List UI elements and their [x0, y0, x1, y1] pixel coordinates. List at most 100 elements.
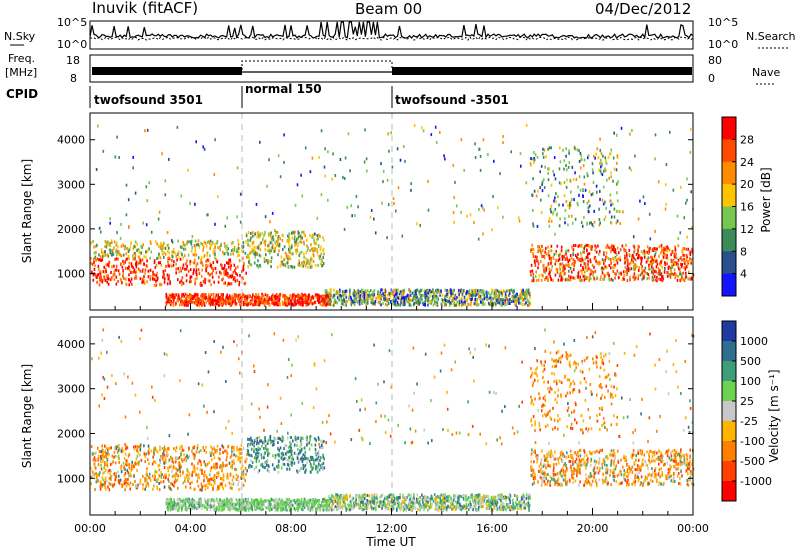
data-cell [566, 483, 568, 487]
data-cell [288, 238, 291, 242]
data-cell [231, 297, 234, 301]
data-cell [249, 295, 251, 298]
data-cell [578, 175, 581, 179]
data-cell [547, 460, 549, 464]
data-cell [263, 303, 266, 307]
data-cell [666, 245, 669, 249]
data-cell [652, 258, 655, 262]
data-cell [423, 508, 425, 512]
data-cell [283, 293, 285, 297]
data-cell [636, 256, 639, 260]
data-cell [297, 235, 300, 239]
data-cell [598, 468, 601, 472]
data-cell [555, 259, 558, 263]
data-cell [116, 445, 119, 449]
data-cell [681, 275, 683, 279]
data-cell [212, 261, 215, 265]
data-cell [531, 279, 533, 283]
data-cell [656, 275, 658, 279]
data-cell [202, 293, 205, 297]
data-cell [138, 255, 141, 259]
data-cell [419, 295, 422, 299]
data-cell [128, 283, 130, 287]
data-cell [213, 299, 216, 303]
data-cell [109, 463, 112, 466]
colorbar-tick-label: 24 [740, 156, 754, 169]
data-cell [686, 235, 688, 239]
data-cell [247, 243, 249, 246]
data-cell [210, 243, 213, 247]
data-cell [241, 464, 244, 468]
data-cell [608, 264, 611, 267]
data-cell [269, 233, 271, 237]
data-cell [350, 204, 352, 208]
data-cell [626, 267, 628, 271]
data-cell [471, 493, 473, 497]
data-cell [656, 262, 659, 266]
data-cell [455, 297, 457, 301]
data-cell [277, 154, 280, 158]
data-cell [689, 257, 691, 261]
data-cell [648, 276, 650, 280]
data-cell [483, 293, 486, 297]
data-cell [430, 290, 433, 294]
data-cell [143, 279, 145, 283]
data-cell [337, 291, 339, 295]
data-cell [666, 255, 668, 259]
data-cell [432, 303, 435, 307]
data-cell [302, 260, 305, 264]
data-cell [276, 302, 278, 306]
data-cell [248, 256, 250, 260]
data-cell [318, 468, 321, 472]
data-cell [540, 250, 542, 254]
data-cell [113, 246, 115, 250]
data-cell [559, 262, 562, 266]
data-cell [313, 241, 316, 245]
data-cell [298, 469, 301, 473]
data-cell [373, 217, 375, 221]
data-cell [244, 281, 247, 285]
data-cell [564, 250, 567, 254]
data-cell [223, 301, 225, 305]
data-cell [534, 451, 536, 455]
data-cell [576, 255, 578, 259]
data-cell [220, 271, 222, 275]
data-cell [393, 294, 396, 298]
data-cell [632, 260, 634, 264]
data-cell [179, 473, 182, 477]
data-cell [189, 260, 192, 263]
data-cell [253, 297, 256, 301]
data-cell [213, 475, 215, 479]
data-cell [157, 261, 160, 265]
data-cell [643, 253, 646, 257]
data-cell [132, 246, 135, 250]
data-cell [602, 154, 604, 158]
data-cell [263, 439, 265, 443]
data-cell [161, 247, 163, 251]
data-cell [666, 262, 668, 266]
data-cell [427, 303, 429, 307]
data-cell [538, 274, 541, 278]
data-cell [679, 256, 682, 260]
data-cell [186, 264, 188, 268]
data-cell [651, 256, 653, 260]
data-cell [252, 303, 254, 307]
data-cell [335, 292, 338, 296]
data-cell [104, 253, 107, 257]
data-cell [269, 241, 272, 245]
data-cell [169, 280, 171, 284]
data-cell [610, 261, 612, 265]
data-cell [273, 298, 276, 302]
data-cell [254, 299, 256, 303]
data-cell [221, 263, 223, 267]
data-cell [370, 300, 373, 304]
data-cell [615, 257, 617, 261]
data-cell [261, 462, 264, 466]
data-cell [247, 296, 249, 300]
data-cell [276, 299, 279, 303]
data-cell [429, 290, 432, 294]
data-cell [501, 300, 504, 304]
data-cell [556, 244, 559, 248]
data-cell [589, 273, 592, 277]
data-cell [144, 455, 147, 459]
